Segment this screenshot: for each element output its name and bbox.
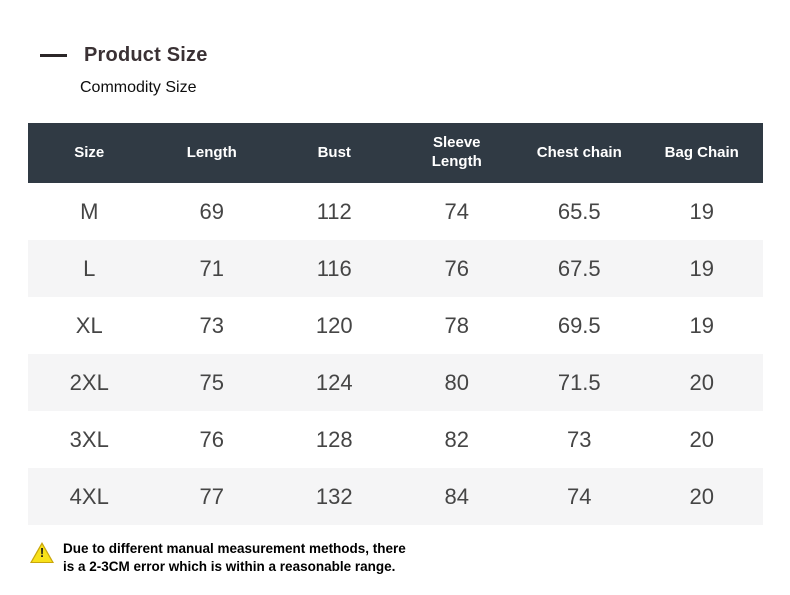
table-cell: 132 bbox=[273, 468, 396, 525]
product-size-table: Size Length Bust Sleeve Length Chest chain Ba… bbox=[28, 123, 763, 525]
table-cell: 65.5 bbox=[518, 183, 641, 240]
header-cell-bust: Bust bbox=[273, 123, 396, 183]
table-row: M 69 112 74 65.5 19 bbox=[28, 183, 763, 240]
header-cell-sleeve-length: Sleeve Length bbox=[395, 123, 518, 183]
header-cell-length: Length bbox=[150, 123, 273, 183]
warning-exclamation-glyph: ! bbox=[39, 545, 45, 560]
table-cell: 20 bbox=[640, 354, 763, 411]
table-cell: 76 bbox=[150, 411, 273, 468]
table-cell: 69 bbox=[150, 183, 273, 240]
table-cell: 74 bbox=[395, 183, 518, 240]
size-label-cell: XL bbox=[28, 297, 151, 354]
measurement-disclaimer: ! Due to different manual measurement me… bbox=[30, 540, 406, 575]
size-label-cell: L bbox=[28, 240, 151, 297]
table-cell: 71 bbox=[150, 240, 273, 297]
table-cell: 69.5 bbox=[518, 297, 641, 354]
section-title-row: Product Size bbox=[40, 44, 208, 67]
header-cell-size: Size bbox=[28, 123, 151, 183]
table-cell: 77 bbox=[150, 468, 273, 525]
table-cell: 80 bbox=[395, 354, 518, 411]
page-subtitle: Commodity Size bbox=[80, 79, 197, 96]
page-title: Product Size bbox=[84, 44, 208, 66]
table-row: XL 73 120 78 69.5 19 bbox=[28, 297, 763, 354]
disclaimer-line-2: is a 2-3CM error which is within a reaso… bbox=[63, 558, 396, 574]
table-cell: 20 bbox=[640, 468, 763, 525]
table-cell: 75 bbox=[150, 354, 273, 411]
table-cell: 19 bbox=[640, 297, 763, 354]
header-cell-bag-chain: Bag Chain bbox=[640, 123, 763, 183]
table-cell: 19 bbox=[640, 240, 763, 297]
table-cell: 120 bbox=[273, 297, 396, 354]
table-cell: 73 bbox=[150, 297, 273, 354]
title-dash-decoration bbox=[40, 54, 67, 57]
size-label-cell: 3XL bbox=[28, 411, 151, 468]
table-cell: 82 bbox=[395, 411, 518, 468]
header-cell-chest-chain: Chest chain bbox=[518, 123, 641, 183]
table-cell: 78 bbox=[395, 297, 518, 354]
header-row: Size Length Bust Sleeve Length Chest chain Ba… bbox=[28, 123, 763, 183]
disclaimer-text: Due to different manual measurement meth… bbox=[63, 540, 406, 575]
table-row: 3XL 76 128 82 73 20 bbox=[28, 411, 763, 468]
table-row: 2XL 75 124 80 71.5 20 bbox=[28, 354, 763, 411]
size-label-cell: 2XL bbox=[28, 354, 151, 411]
table-cell: 74 bbox=[518, 468, 641, 525]
warning-triangle-icon: ! bbox=[30, 542, 54, 563]
size-label-cell: 4XL bbox=[28, 468, 151, 525]
table-cell: 71.5 bbox=[518, 354, 641, 411]
table-cell: 84 bbox=[395, 468, 518, 525]
table-cell: 19 bbox=[640, 183, 763, 240]
table-cell: 124 bbox=[273, 354, 396, 411]
table-cell: 76 bbox=[395, 240, 518, 297]
table-cell: 128 bbox=[273, 411, 396, 468]
table-row: 4XL 77 132 84 74 20 bbox=[28, 468, 763, 525]
table-cell: 20 bbox=[640, 411, 763, 468]
disclaimer-line-1: Due to different manual measurement meth… bbox=[63, 541, 406, 556]
table-cell: 73 bbox=[518, 411, 641, 468]
table-cell: 116 bbox=[273, 240, 396, 297]
size-table-body: M 69 112 74 65.5 19 L 71 116 76 67.5 19 XL 73 120 78 69.… bbox=[28, 183, 763, 525]
size-label-cell: M bbox=[28, 183, 151, 240]
table-cell: 67.5 bbox=[518, 240, 641, 297]
size-table-header: Size Length Bust Sleeve Length Chest chain Ba… bbox=[28, 123, 763, 183]
table-cell: 112 bbox=[273, 183, 396, 240]
table-row: L 71 116 76 67.5 19 bbox=[28, 240, 763, 297]
